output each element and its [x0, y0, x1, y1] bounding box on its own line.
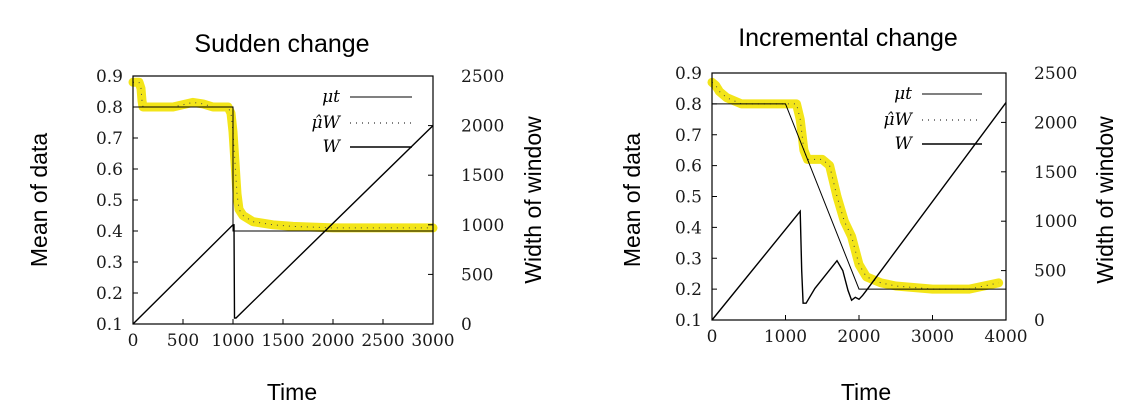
- y2-tick-label: 2500: [461, 67, 504, 87]
- series-mu-hat-w-dots: [133, 81, 433, 229]
- y-tick-label: 0.5: [675, 188, 702, 208]
- y-tick-label: 0.8: [675, 95, 702, 115]
- x-tick-label: 2000: [311, 331, 354, 351]
- series-layer: [128, 77, 438, 325]
- series-w-line: [132, 125, 434, 325]
- y2-tick-label: 1000: [1034, 212, 1077, 232]
- y2-tick-label: 0: [1034, 311, 1045, 331]
- y-tick-label: 0.2: [675, 280, 702, 300]
- y-axis-label: Mean of data: [619, 133, 645, 267]
- x-tick-label: 2000: [837, 327, 880, 347]
- x-axis-label: Time: [841, 379, 891, 405]
- y-tick-label: 0.6: [96, 160, 123, 180]
- y-tick-label: 0.6: [675, 157, 702, 177]
- y-tick-label: 0.9: [96, 67, 123, 87]
- y2-axis-label: Width of window: [1092, 116, 1118, 284]
- series-mu-hat-w-band: [128, 77, 438, 233]
- chart-incremental-change: Incremental change 0 1000 2000 3000 40000.10…: [619, 24, 1118, 405]
- y-tick-label: 0.7: [96, 129, 123, 149]
- y-tick-label: 0.5: [96, 191, 123, 211]
- series-layer: [707, 77, 1007, 321]
- legend: μt μ̂W W: [883, 84, 982, 154]
- y-tick-label: 0.8: [96, 98, 123, 118]
- series-mu-hat-w-band: [707, 77, 1004, 294]
- series-mu-t-line: [712, 103, 1006, 290]
- legend-label-mu-t: μt: [322, 87, 340, 107]
- y2-tick-label: 2000: [1034, 113, 1077, 133]
- x-tick-label: 4000: [984, 327, 1027, 347]
- legend-label-mu-hat-w: μ̂W: [883, 110, 913, 130]
- y2-tick-label: 500: [1034, 262, 1066, 282]
- x-tick-label: 1000: [764, 327, 807, 347]
- y2-tick-label: 500: [461, 265, 493, 285]
- y-tick-label: 0.2: [96, 284, 123, 304]
- x-axis-label: Time: [267, 379, 317, 405]
- y-tick-label: 0.3: [96, 253, 123, 273]
- legend-label-w: W: [895, 134, 914, 154]
- y2-axis-label: Width of window: [520, 116, 546, 284]
- chart-title: Sudden change: [194, 30, 369, 58]
- x-tick-label: 3000: [411, 331, 454, 351]
- y2-tick-label: 2500: [1034, 64, 1077, 84]
- x-tick-label: 500: [167, 331, 199, 351]
- y2-tick-label: 1500: [1034, 163, 1077, 183]
- y-axis-label: Mean of data: [26, 133, 52, 267]
- plot-frame: [132, 75, 434, 325]
- y2-tick-label: 1500: [461, 166, 504, 186]
- legend-label-w: W: [323, 137, 342, 157]
- y-tick-label: 0.4: [96, 222, 123, 242]
- ticks-layer: 0 1000 2000 3000 4000 0.1 0.2 0.3 0.4 0.5 0.6 0.7 0.…: [675, 64, 1077, 347]
- x-tick-label: 3000: [911, 327, 954, 347]
- y-tick-label: 0.9: [675, 64, 702, 84]
- x-tick-label: 2500: [361, 331, 404, 351]
- chart-title: Incremental change: [738, 24, 958, 52]
- x-tick-label: 1500: [261, 331, 304, 351]
- x-tick-label: 1000: [211, 331, 254, 351]
- legend: μt μ̂W W: [311, 87, 412, 157]
- y-tick-label: 0.1: [675, 311, 702, 331]
- y-tick-label: 0.1: [96, 315, 123, 335]
- series-w-line: [711, 102, 1007, 321]
- series-mu-t-line: [133, 106, 433, 232]
- y-tick-label: 0.4: [675, 218, 702, 238]
- ticks-layer: 0 500 1000 1500 2000 2500 3000 0.1 0.2 0.3 0.4 0.5 0…: [96, 67, 504, 351]
- y2-tick-label: 2000: [461, 117, 504, 137]
- y-tick-label: 0.3: [675, 249, 702, 269]
- x-tick-label: 0: [707, 327, 718, 347]
- y2-tick-label: 1000: [461, 216, 504, 236]
- legend-label-mu-t: μt: [894, 84, 912, 104]
- legend-label-mu-hat-w: μ̂W: [311, 113, 341, 133]
- y-tick-label: 0.7: [675, 126, 702, 146]
- y2-tick-label: 0: [461, 315, 472, 335]
- x-tick-label: 0: [128, 331, 139, 351]
- chart-sudden-change: Sudden change 0 500 1000 1500 2000 2500 3000 0.…: [26, 30, 546, 405]
- plot-frame: [711, 72, 1007, 321]
